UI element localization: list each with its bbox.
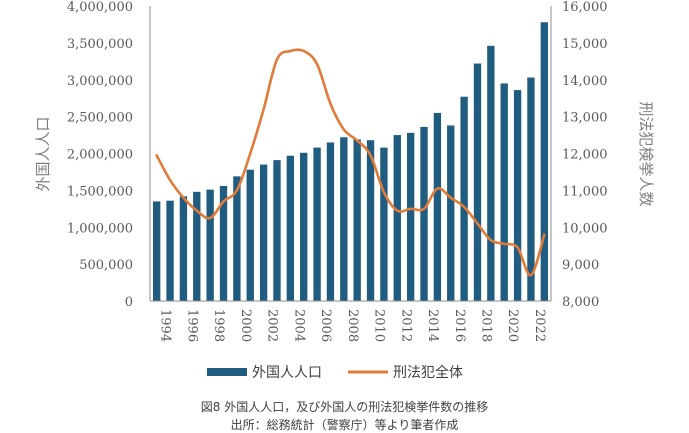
y-left-tick-label: 1,000,000 xyxy=(67,221,133,236)
bar-2019 xyxy=(487,45,495,301)
bar-2003 xyxy=(273,160,281,301)
bar-1994 xyxy=(153,201,161,301)
right-axis-ticks: 8,000 9,000 10,000 11,000 12,000 13,000 14,000… xyxy=(562,0,608,310)
line-series-layer xyxy=(155,48,546,277)
bar-1999 xyxy=(219,185,228,301)
x-tick-label: 2010 xyxy=(372,309,387,342)
x-tick-label: 2020 xyxy=(505,309,520,342)
bar-2001 xyxy=(246,169,254,301)
y-right-tick-label: 8,000 xyxy=(562,295,599,310)
axes xyxy=(149,6,552,302)
legend: 外国人人口 刑法犯全体 xyxy=(207,364,463,381)
x-tick-label: 2022 xyxy=(532,309,547,342)
figure-caption: 図8 外国人人口，及び外国人の刑法犯検挙件数の推移 xyxy=(200,400,489,414)
x-axis-ticks: 1994 1996 1998 2000 2002 2004 2006 2008 2010 2012… xyxy=(158,309,547,342)
bar-2002 xyxy=(259,164,268,301)
x-tick-label: 2014 xyxy=(425,309,440,342)
x-tick-label: 2002 xyxy=(265,309,280,342)
bar-1995 xyxy=(166,200,174,301)
bar-2016 xyxy=(447,125,455,301)
x-tick-label: 1996 xyxy=(184,309,199,342)
y-right-tick-label: 16,000 xyxy=(562,0,608,15)
legend-bar-swatch xyxy=(207,368,247,376)
y-left-tick-label: 3,500,000 xyxy=(67,37,133,52)
x-tick-label: 2012 xyxy=(398,309,413,342)
bar-2017 xyxy=(460,96,468,302)
bar-2008 xyxy=(340,137,348,301)
y-right-tick-label: 11,000 xyxy=(562,184,608,199)
bar-2023 xyxy=(540,22,548,301)
x-tick-label: 2008 xyxy=(345,309,360,342)
bar-2012 xyxy=(393,135,401,301)
x-tick-label: 1998 xyxy=(211,309,226,342)
y-right-tick-label: 15,000 xyxy=(562,37,608,52)
legend-bar-label: 外国人人口 xyxy=(252,365,322,381)
x-tick-label: 1994 xyxy=(158,309,173,342)
bar-2005 xyxy=(300,152,308,301)
figure-source: 出所：総務統計（警察庁）等より筆者作成 xyxy=(230,418,459,432)
y-left-tick-label: 3,000,000 xyxy=(67,74,133,89)
bar-1996 xyxy=(179,196,188,301)
y-right-tick-label: 14,000 xyxy=(562,74,608,89)
bar-2006 xyxy=(313,147,321,301)
line-series-criminal-cases xyxy=(155,48,546,277)
bar-2015 xyxy=(433,112,442,301)
legend-line-label: 刑法犯全体 xyxy=(393,364,463,381)
left-axis-ticks: 0 500,000 1,000,000 1,500,000 2,000,000 2,500… xyxy=(67,0,133,310)
bar-2004 xyxy=(286,155,295,301)
bar-2013 xyxy=(406,132,415,301)
x-tick-label: 2016 xyxy=(452,309,467,342)
y-left-tick-label: 2,000,000 xyxy=(67,148,133,163)
bar-2011 xyxy=(380,147,388,301)
bar-1998 xyxy=(206,189,214,301)
chart: 0 500,000 1,000,000 1,500,000 2,000,000 2,500… xyxy=(34,0,655,381)
y-left-tick-label: 2,500,000 xyxy=(67,111,133,126)
bar-2021 xyxy=(513,90,522,301)
bar-2010 xyxy=(366,140,375,301)
x-tick-label: 2018 xyxy=(479,309,494,342)
x-tick-label: 2006 xyxy=(318,309,333,342)
bar-2009 xyxy=(353,139,361,301)
bar-2022 xyxy=(527,77,535,301)
y-right-axis-title: 刑法犯検挙人数 xyxy=(637,101,655,206)
y-left-tick-label: 0 xyxy=(125,295,133,310)
y-right-tick-label: 9,000 xyxy=(562,258,599,273)
bar-series xyxy=(153,22,548,302)
bar-2018 xyxy=(473,63,482,301)
y-right-tick-label: 13,000 xyxy=(562,111,608,126)
y-right-tick-label: 10,000 xyxy=(562,221,608,236)
y-left-axis-title: 外国人人口 xyxy=(34,116,52,191)
bar-2007 xyxy=(326,142,335,301)
y-left-tick-label: 1,500,000 xyxy=(67,184,133,199)
bar-1997 xyxy=(193,191,201,301)
y-left-tick-label: 500,000 xyxy=(79,258,133,273)
bar-2000 xyxy=(233,176,241,301)
y-right-tick-label: 12,000 xyxy=(562,148,608,163)
bar-2020 xyxy=(500,83,508,301)
y-left-tick-label: 4,000,000 xyxy=(67,0,133,15)
x-tick-label: 2004 xyxy=(291,309,306,342)
bar-2014 xyxy=(420,126,428,301)
x-tick-label: 2000 xyxy=(238,309,253,342)
